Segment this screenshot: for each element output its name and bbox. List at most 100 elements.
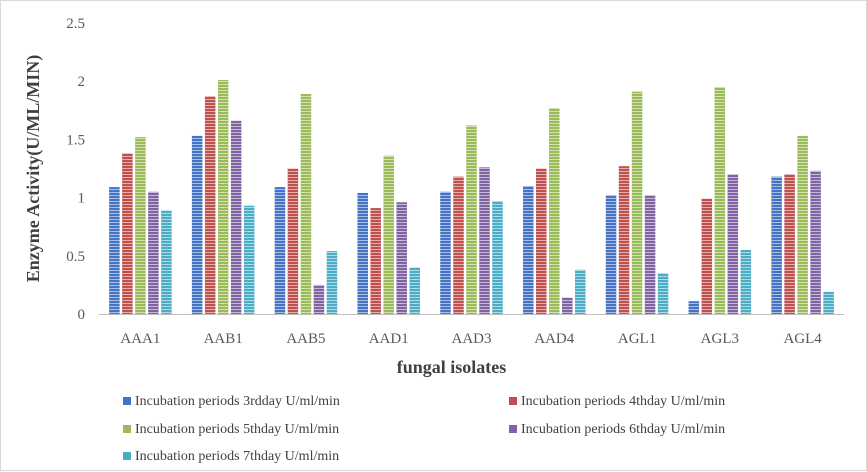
bar xyxy=(217,80,229,314)
bar xyxy=(326,251,338,314)
legend-swatch xyxy=(123,425,131,433)
bar-stripes xyxy=(492,201,503,314)
bar xyxy=(784,174,795,314)
bar xyxy=(357,192,368,314)
bar xyxy=(549,107,560,314)
bar-stripes xyxy=(135,137,146,314)
bar-stripes xyxy=(274,187,286,314)
bar xyxy=(122,153,133,314)
bar xyxy=(492,201,503,314)
bar xyxy=(740,249,752,314)
bar xyxy=(771,176,782,314)
bar xyxy=(161,210,172,314)
bar xyxy=(274,187,286,314)
legend-swatch xyxy=(123,397,131,405)
bar-stripes xyxy=(109,187,120,314)
y-axis-ticks: 0 0.5 1 1.5 2 2.5 xyxy=(66,16,85,323)
bar-stripes xyxy=(575,269,586,314)
legend-label: Incubation periods 5thday U/ml/min xyxy=(135,422,339,437)
bar-stripes xyxy=(453,176,464,314)
y-tick-label: 1.5 xyxy=(66,132,85,148)
bar-stripes xyxy=(562,297,573,314)
bar-stripes xyxy=(727,174,739,314)
bar xyxy=(300,94,312,314)
bar-stripes xyxy=(523,185,534,314)
legend-item: Incubation periods 3rdday U/ml/min xyxy=(123,394,340,409)
legend-swatch xyxy=(509,425,517,433)
bar-stripes xyxy=(217,80,229,314)
x-tick-label: AGL4 xyxy=(783,331,822,347)
bar xyxy=(562,297,573,314)
x-tick-label: AAD1 xyxy=(369,331,409,347)
bar xyxy=(204,96,216,314)
bar-stripes xyxy=(657,273,669,314)
bar xyxy=(727,174,739,314)
legend-label: Incubation periods 3rdday U/ml/min xyxy=(135,394,340,409)
bar-stripes xyxy=(370,208,381,314)
bar-stripes xyxy=(409,267,420,314)
bar xyxy=(523,185,534,314)
bar-stripes xyxy=(631,91,643,315)
bar xyxy=(396,202,407,314)
bar xyxy=(797,135,808,314)
bar xyxy=(230,120,242,314)
legend-swatch xyxy=(509,397,517,405)
bar xyxy=(287,168,299,314)
bar xyxy=(823,291,834,314)
x-tick-label: AAB1 xyxy=(204,331,243,347)
bar-stripes xyxy=(605,195,617,314)
bar-stripes xyxy=(797,135,808,314)
bar-stripes xyxy=(313,284,325,314)
bar-stripes xyxy=(191,135,203,314)
x-axis-ticks: AAA1 AAB1 AAB5 AAD1 AAD3 AAD4 AGL1 AGL3 AGL4 xyxy=(120,331,822,347)
bar-stripes xyxy=(618,166,630,314)
legend-item: Incubation periods 5thday U/ml/min xyxy=(123,422,339,437)
bar-stripes xyxy=(771,176,782,314)
bar-stripes xyxy=(326,251,338,314)
bar-stripes xyxy=(823,291,834,314)
y-tick-label: 2 xyxy=(78,74,86,90)
bar-stripes xyxy=(357,192,368,314)
bar xyxy=(479,167,490,314)
bar xyxy=(657,273,669,314)
bar xyxy=(370,208,381,314)
bar-stripes xyxy=(714,87,726,315)
bar xyxy=(409,267,420,314)
y-tick-label: 0.5 xyxy=(66,249,85,265)
bar xyxy=(810,170,821,314)
bar-stripes xyxy=(383,155,394,314)
bar-stripes xyxy=(122,153,133,314)
bar xyxy=(135,137,146,314)
bar xyxy=(466,125,477,314)
y-tick-label: 2.5 xyxy=(66,16,85,32)
bar-stripes xyxy=(287,168,299,314)
x-tick-label: AAB5 xyxy=(286,331,325,347)
bar xyxy=(440,191,451,314)
bar-stripes xyxy=(810,170,821,314)
bar xyxy=(605,195,617,314)
bar-stripes xyxy=(243,205,255,314)
bar-stripes xyxy=(466,125,477,314)
bar xyxy=(313,284,325,314)
bar xyxy=(575,269,586,314)
bar xyxy=(701,198,713,314)
bar xyxy=(714,87,726,315)
bar-stripes xyxy=(688,301,700,314)
bar-stripes xyxy=(396,202,407,314)
legend-swatch xyxy=(123,452,131,460)
legend: Incubation periods 3rdday U/ml/min Incuba… xyxy=(123,394,725,464)
bar xyxy=(644,195,656,314)
bar-stripes xyxy=(549,107,560,314)
bar-stripes xyxy=(740,249,752,314)
legend-label: Incubation periods 7thday U/ml/min xyxy=(135,449,339,464)
bar xyxy=(109,187,120,314)
x-tick-label: AAD4 xyxy=(534,331,574,347)
bar-stripes xyxy=(701,198,713,314)
bar-stripes xyxy=(300,94,312,314)
bar-stripes xyxy=(161,210,172,314)
bar-stripes xyxy=(784,174,795,314)
bar-stripes xyxy=(148,191,159,314)
legend-item: Incubation periods 6thday U/ml/min xyxy=(509,422,725,437)
